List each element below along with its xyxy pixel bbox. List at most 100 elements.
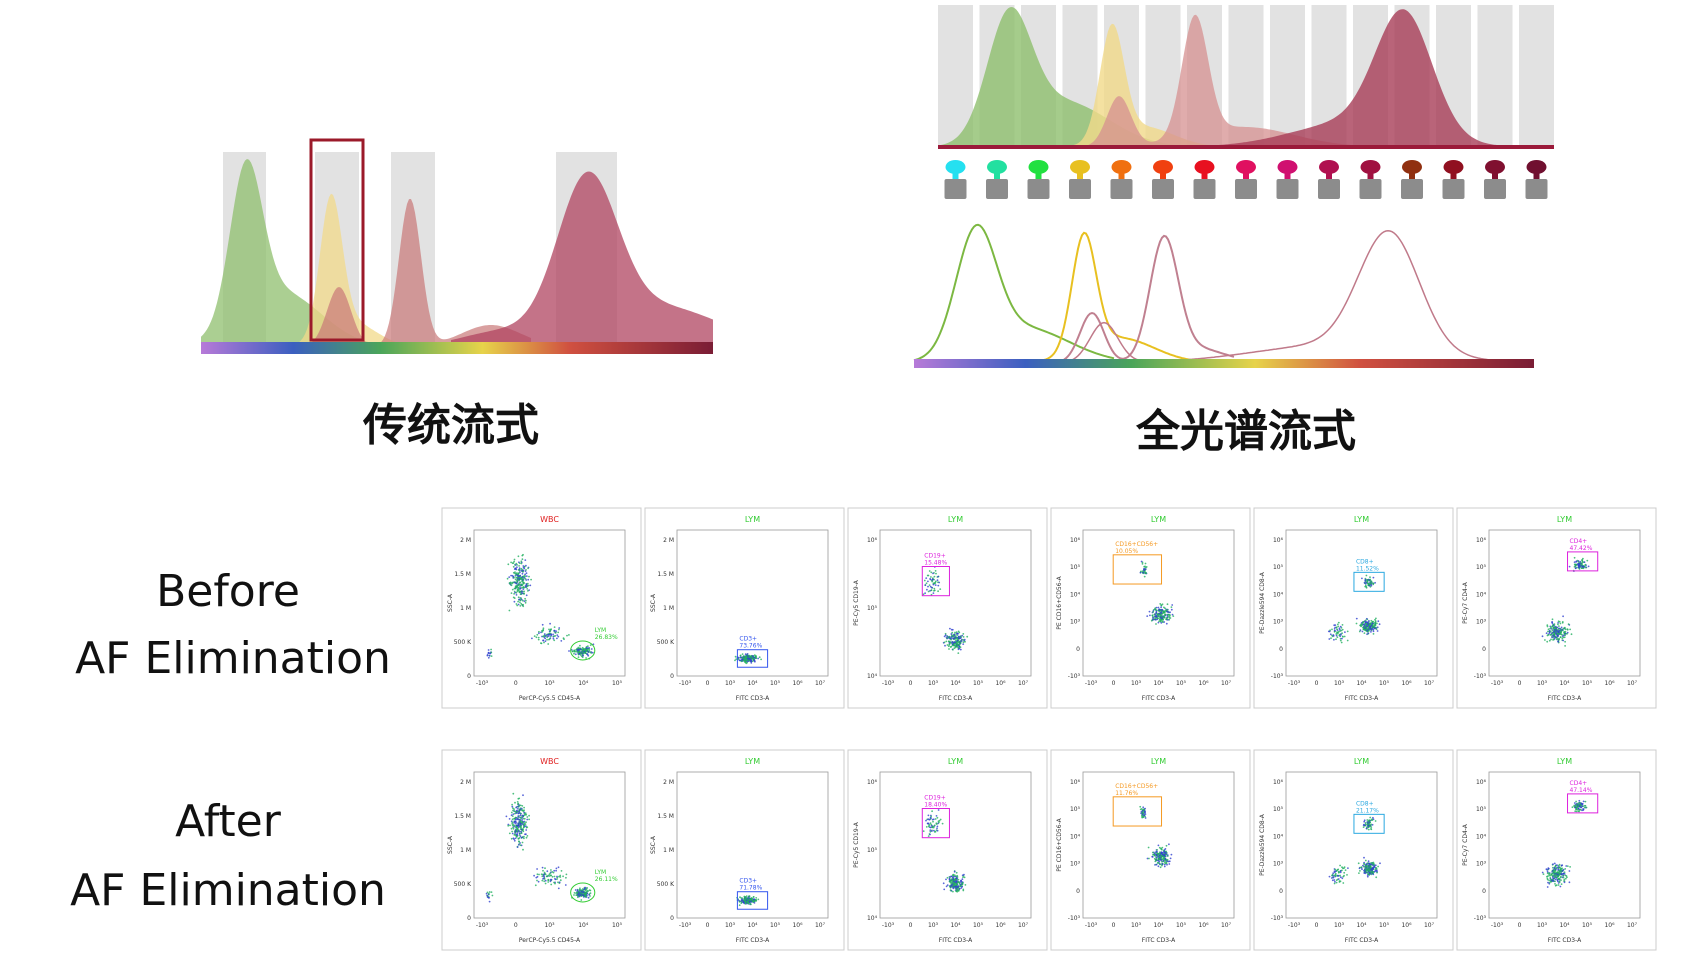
y-tick-label: 10⁵ [1476, 564, 1487, 571]
event-dot [555, 630, 557, 633]
event-dot [521, 592, 524, 594]
gate-value: 47.42% [1570, 545, 1593, 552]
detector-body [1484, 179, 1506, 199]
event-dot [958, 887, 960, 890]
event-dot [1372, 816, 1374, 819]
event-dot [958, 647, 961, 650]
event-dot [953, 879, 956, 881]
y-tick-label: 10⁶ [1476, 779, 1487, 786]
y-tick-label: 10³ [1273, 619, 1284, 626]
event-dot [1155, 863, 1158, 866]
event-dot [746, 653, 749, 655]
event-dot [1156, 852, 1159, 855]
event-dot [1374, 627, 1377, 630]
detector-body [986, 179, 1008, 199]
event-dot [925, 826, 928, 828]
spectrum-bar [201, 342, 713, 354]
event-dot [516, 564, 518, 566]
event-dot [1559, 870, 1562, 873]
flow-panel: LYM FITC CD3-A PE-Dazzle594 CD8-A 10⁶ 10⁵ 10⁴… [1253, 749, 1454, 951]
panel-title: LYM [1557, 515, 1572, 524]
event-dot [1337, 621, 1340, 624]
detector-band [1477, 5, 1513, 147]
y-tick-label: 500 K [657, 639, 675, 646]
y-tick-label: 500 K [454, 881, 472, 888]
event-dot [745, 656, 748, 659]
detector-stem [952, 171, 959, 179]
y-tick-label: 10⁵ [1476, 806, 1487, 813]
event-dot [951, 876, 954, 879]
event-dot [961, 634, 964, 637]
event-dot [1559, 627, 1561, 630]
event-dot [933, 589, 936, 592]
event-dot [930, 815, 932, 818]
event-dot [1168, 611, 1170, 614]
event-dot [1361, 868, 1363, 871]
y-tick-label: 500 K [657, 881, 675, 888]
event-dot [1583, 806, 1586, 809]
event-dot [1561, 629, 1564, 631]
detector-stem [1118, 171, 1125, 179]
panel-frame [1253, 749, 1454, 951]
event-dot [591, 651, 594, 654]
x-tick-label: -10³ [882, 680, 895, 687]
event-dot [579, 644, 581, 647]
event-dot [517, 600, 519, 603]
x-tick-label: -10³ [1491, 680, 1504, 687]
event-dot [1143, 575, 1146, 578]
event-dot [1140, 808, 1143, 810]
event-dot [576, 648, 579, 651]
event-dot [522, 794, 524, 797]
event-dot [1140, 560, 1143, 563]
event-dot [1336, 628, 1338, 631]
event-dot [1160, 855, 1163, 858]
detector-body [1152, 179, 1174, 199]
event-dot [1376, 871, 1378, 874]
event-dot [1154, 860, 1157, 863]
event-dot [1339, 639, 1342, 642]
event-dot [1560, 626, 1563, 629]
x-tick-label: 10⁷ [1424, 922, 1435, 929]
panel-frame [1050, 507, 1251, 709]
event-dot [542, 639, 545, 642]
event-dot [1361, 622, 1364, 625]
event-dot [512, 827, 515, 830]
event-dot [517, 797, 520, 800]
event-dot [1548, 629, 1551, 632]
event-dot [1553, 637, 1556, 640]
selected-band [309, 138, 365, 342]
event-dot [521, 816, 524, 819]
event-dot [961, 885, 963, 888]
event-dot [589, 644, 592, 646]
x-axis-label: FITC CD3-A [736, 695, 770, 702]
event-dot [956, 632, 959, 635]
event-dot [1363, 581, 1366, 584]
event-dot [1368, 620, 1370, 622]
event-dot [512, 792, 515, 795]
event-dot [510, 811, 513, 814]
detector-body [1276, 179, 1299, 199]
gate [921, 566, 950, 597]
event-dot [954, 636, 957, 638]
event-dot [1369, 576, 1371, 579]
peak [938, 9, 1554, 148]
event-dot [1144, 568, 1147, 570]
event-dot [1160, 611, 1163, 614]
event-dot [1338, 627, 1341, 630]
event-dot [1339, 864, 1341, 867]
event-dot [517, 830, 520, 833]
event-dot [1558, 871, 1561, 874]
event-dot [1554, 878, 1557, 881]
event-dot [1581, 567, 1583, 569]
panel-frame [847, 507, 1048, 709]
detector-stem [1450, 171, 1457, 179]
event-dot [533, 874, 535, 877]
event-dot [511, 815, 514, 817]
event-dot [573, 894, 575, 896]
event-dot [1541, 635, 1544, 638]
event-dot [1150, 619, 1153, 622]
event-dot [1578, 799, 1581, 802]
event-dot [523, 806, 525, 809]
detector-stem [1035, 171, 1042, 179]
event-dot [933, 575, 936, 578]
